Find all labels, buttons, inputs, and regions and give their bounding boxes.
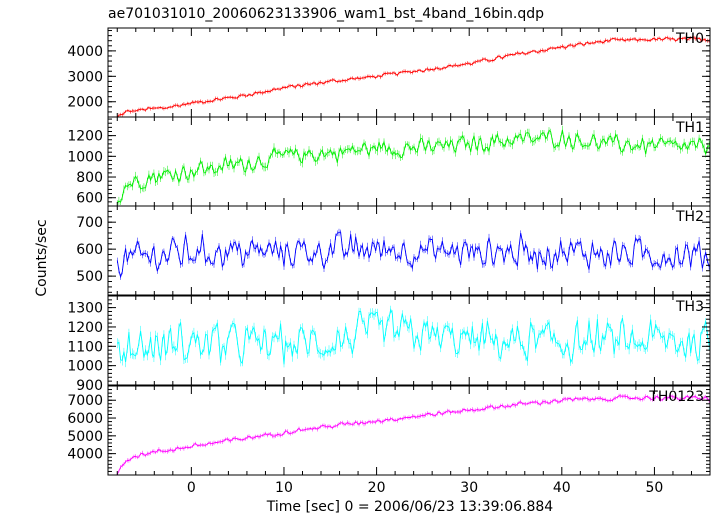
panel-th2: TH2 500 600 700	[76, 205, 711, 296]
y-tick-label: 600	[76, 191, 103, 207]
y-tick-label: 4000	[67, 447, 103, 463]
series-error-bars	[117, 393, 710, 475]
y-tick-label: 2000	[67, 95, 103, 111]
x-tick-label: 50	[646, 480, 664, 496]
y-tick-label: 600	[76, 242, 103, 258]
y-axis-label: Counts/sec	[34, 219, 50, 296]
x-tick-label: 0	[187, 480, 196, 496]
y-tick-label: 1000	[67, 149, 103, 165]
y-tick-label: 1300	[67, 301, 103, 317]
y-tick-label: 5000	[67, 429, 103, 445]
x-tick-label: 30	[460, 480, 478, 496]
series-th2	[116, 228, 710, 280]
x-tick-label: 40	[553, 480, 571, 496]
panel-label: TH2	[675, 209, 704, 225]
panel-stack: TH0200030004000TH160080010001200TH250060…	[67, 27, 711, 496]
y-tick-label: 900	[76, 378, 103, 394]
panel-frame	[107, 385, 711, 476]
series-th0	[117, 35, 710, 117]
series-th3	[117, 305, 710, 368]
panel-th3: TH3 900 1000 1100 1200 1300	[67, 295, 711, 394]
panel-label: TH1	[675, 120, 704, 136]
panel-frame	[107, 205, 711, 296]
series-error-bars	[117, 35, 710, 117]
series-line	[117, 37, 710, 117]
panel-frame	[107, 116, 711, 207]
panel-label: TH3	[675, 299, 704, 315]
series-error-bars	[117, 228, 710, 280]
series-line	[116, 129, 710, 204]
series-th0123	[116, 393, 710, 475]
y-tick-label: 700	[76, 215, 103, 231]
y-tick-label: 1200	[67, 320, 103, 336]
panel-label: TH0	[675, 31, 704, 47]
panel-th1: TH1 600 800 1000 1200	[67, 116, 711, 207]
series-line	[117, 307, 710, 365]
x-tick-label: 10	[275, 480, 293, 496]
series-th1	[116, 125, 710, 206]
y-tick-label: 4000	[67, 44, 103, 60]
y-tick-label: 6000	[67, 411, 103, 427]
x-tick-label: 20	[368, 480, 386, 496]
panel-th0123: TH0123 4000 5000 6000 7000	[67, 385, 711, 476]
y-tick-label: 1100	[67, 339, 103, 355]
y-tick-label: 800	[76, 170, 103, 186]
y-tick-label: 1000	[67, 359, 103, 375]
y-tick-label: 3000	[67, 69, 103, 85]
y-tick-label: 1200	[67, 129, 103, 145]
panel-th0: TH0 2000 3000 4000	[67, 27, 711, 118]
panel-label: TH0123	[648, 389, 704, 405]
series-line	[116, 231, 710, 279]
x-axis-label: Time [sec] 0 = 2006/06/23 13:39:06.884	[266, 499, 554, 515]
y-tick-label: 500	[76, 269, 103, 285]
chart-title: ae701031010_20060623133906_wam1_bst_4ban…	[108, 6, 544, 22]
panel-frame	[107, 295, 711, 386]
y-tick-label: 7000	[67, 393, 103, 409]
series-error-bars	[117, 125, 710, 206]
series-line	[116, 394, 710, 475]
